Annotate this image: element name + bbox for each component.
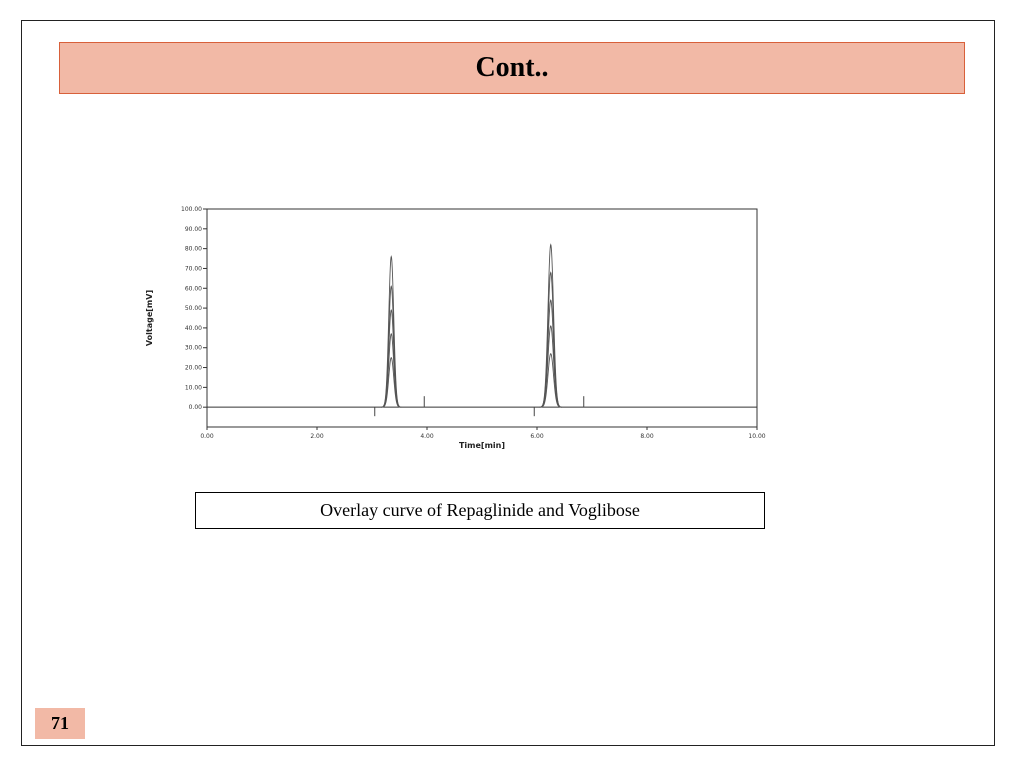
x-axis-label: Time[min] — [459, 441, 505, 450]
y-tick-label: 40.00 — [185, 325, 202, 332]
peak-trace — [381, 357, 402, 408]
y-tick-label: 100.00 — [181, 206, 202, 213]
peak-trace — [539, 353, 562, 408]
y-tick-label: 60.00 — [185, 285, 202, 292]
y-tick-label: 70.00 — [185, 265, 202, 272]
plot-frame — [206, 208, 758, 428]
y-tick-label: 30.00 — [185, 345, 202, 352]
x-tick-label: 10.00 — [748, 433, 765, 440]
slide-title: Cont.. — [475, 52, 549, 83]
chart-caption: Overlay curve of Repaglinide and Voglibo… — [195, 492, 765, 529]
y-tick-label: 50.00 — [185, 305, 202, 312]
x-tick-label: 8.00 — [640, 433, 654, 440]
x-tick-label: 6.00 — [530, 433, 544, 440]
peak-trace — [539, 325, 562, 408]
y-tick-label: 90.00 — [185, 226, 202, 233]
x-tick-label: 4.00 — [420, 433, 434, 440]
x-tick-label: 2.00 — [310, 433, 324, 440]
page-number: 71 — [35, 708, 85, 739]
peak-trace — [381, 309, 402, 408]
y-axis-label: Voltage[mV] — [145, 290, 154, 346]
peak-trace — [381, 333, 402, 408]
peak-trace — [381, 285, 402, 408]
peak-trace — [539, 271, 562, 408]
title-bar: Cont.. — [59, 42, 965, 94]
y-tick-label: 20.00 — [185, 365, 202, 372]
y-tick-label: 0.00 — [189, 404, 203, 411]
slide-frame — [21, 20, 995, 746]
y-tick-label: 80.00 — [185, 246, 202, 253]
y-tick-label: 10.00 — [185, 384, 202, 391]
x-tick-label: 0.00 — [200, 433, 214, 440]
chromatogram-chart: 0.00 10.00 20.00 30.00 40.00 50.00 60.00 70.00 8… — [145, 206, 766, 450]
peak-trace — [381, 255, 402, 408]
